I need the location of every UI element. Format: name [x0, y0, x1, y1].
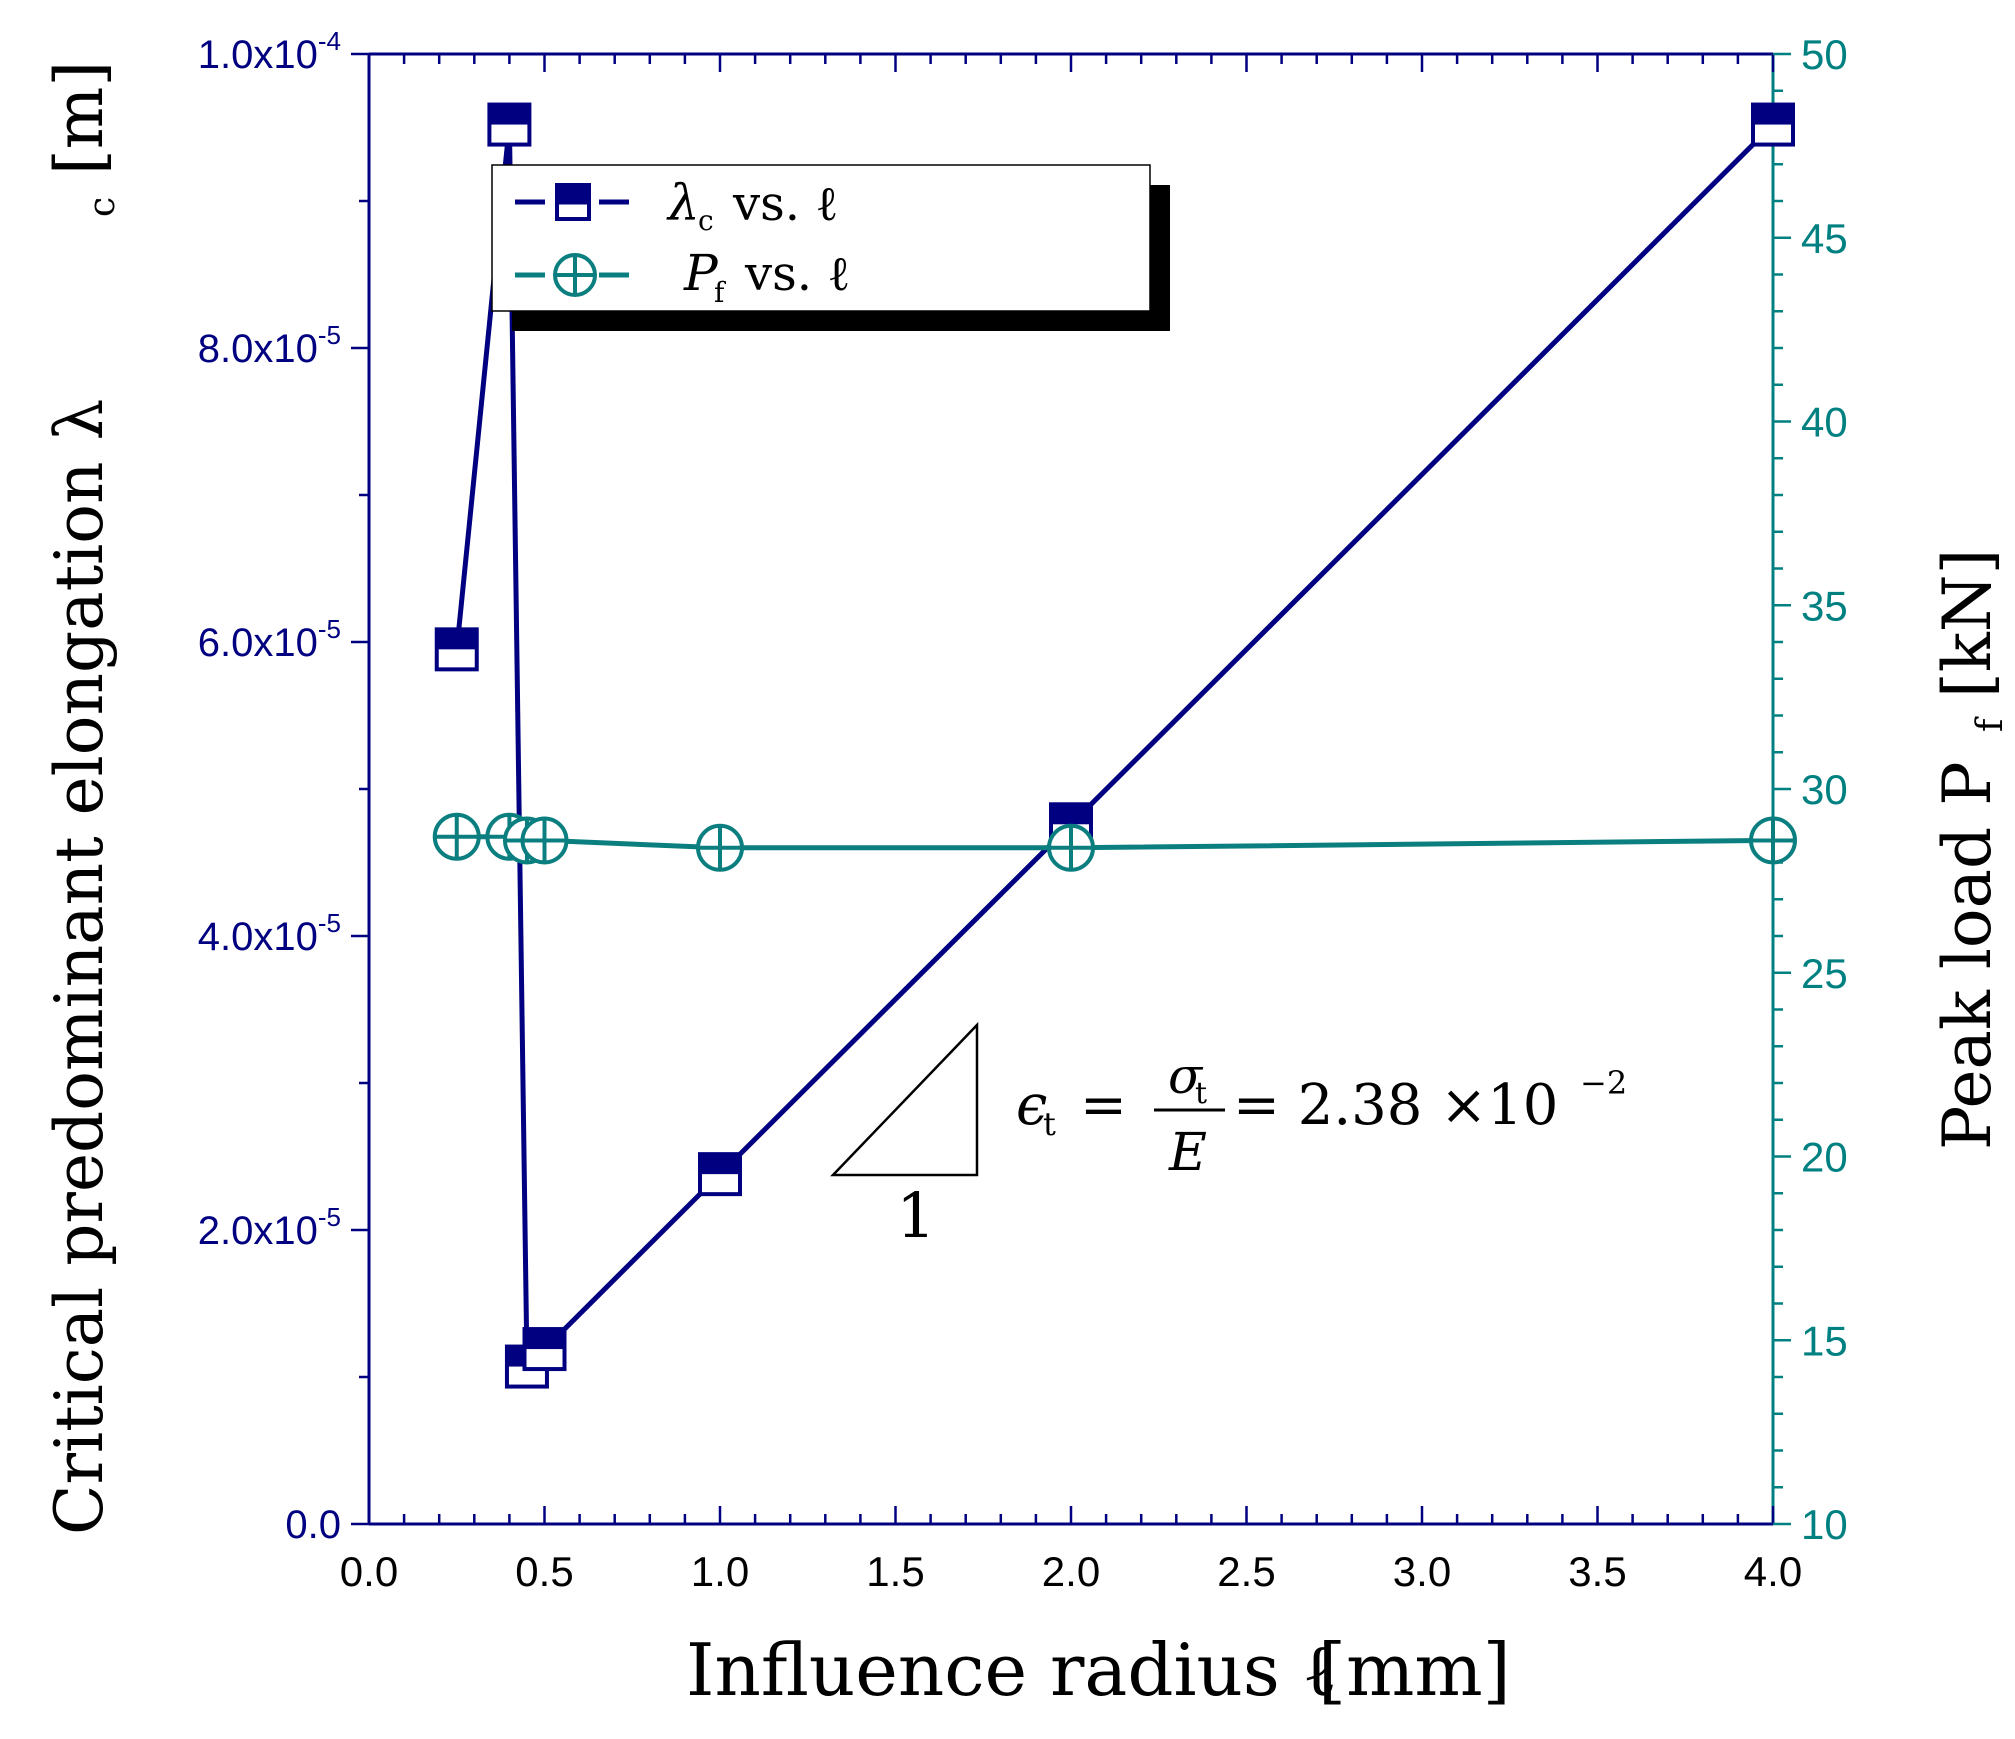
y-right-tick-label: 40 — [1801, 399, 1848, 446]
axis-ticks: 0.0 0.5 1.0 1.5 2.0 2.5 3.0 3.5 4.0 0.0 2.0x10-5 4.… — [198, 26, 1848, 1595]
x-tick-label: 0.0 — [340, 1548, 398, 1595]
lambda-marker-fill — [1051, 804, 1091, 825]
legend-text-pf: vs. ℓ — [744, 246, 850, 302]
y-right-tick-label: 45 — [1801, 215, 1848, 262]
lambda-marker-fill — [700, 1154, 740, 1175]
y-left-tick-label: 2.0x10-5 — [198, 1202, 341, 1253]
x-axis-title-unit: [mm] — [1318, 1628, 1511, 1712]
lambda-marker-outline — [434, 627, 479, 672]
legend-symbol-lambda: λ — [666, 174, 700, 232]
right-axis-title-unit: [kN] — [1929, 549, 2006, 698]
pf-marker — [520, 816, 569, 865]
legend-sub-pf: f — [714, 276, 727, 309]
left-axis-title-sub: c — [82, 197, 123, 217]
lambda-marker-outline — [1751, 102, 1795, 147]
lambda-marker-fill — [436, 629, 477, 650]
lambda-marker-outline — [487, 102, 532, 147]
right-axis-title-sub: f — [1970, 716, 2011, 732]
equation-numerator-sub: t — [1195, 1076, 1207, 1111]
equation-numerator: σ — [1168, 1047, 1204, 1105]
pf-series-line — [456, 834, 1774, 851]
x-axis-title: Influence radius ℓ [mm] — [686, 1628, 1511, 1712]
lambda-marker — [487, 102, 532, 147]
x-tick-label: 2.5 — [1217, 1548, 1275, 1595]
y-right-tick-label: 50 — [1801, 31, 1848, 78]
legend-marker-pf — [553, 253, 597, 297]
x-tick-label: 3.0 — [1393, 1548, 1451, 1595]
strain-equation: ϵ t = σ t E = 2.38 ×10 −2 — [1016, 1047, 1627, 1183]
y-right-tick-label: 15 — [1801, 1317, 1848, 1364]
legend-text-lambda: vs. ℓ — [732, 176, 838, 232]
left-axis-title-main: Critical predominant elongation λ — [41, 399, 118, 1535]
series-markers — [432, 102, 1797, 1389]
equation-denominator: E — [1168, 1123, 1207, 1183]
pf-marker — [696, 823, 744, 872]
x-tick-label: 2.0 — [1042, 1548, 1100, 1595]
legend: λ c vs. ℓ P f vs. ℓ — [491, 164, 1170, 331]
slope-annotation: 1 ϵ t = σ t E = 2.38 ×10 −2 — [830, 1021, 1627, 1252]
pf-marker — [432, 812, 481, 861]
slope-triangle — [830, 1021, 979, 1177]
equation-rhs: = 2.38 ×10 — [1233, 1073, 1558, 1138]
lambda-marker — [434, 627, 479, 672]
legend-entry-lambda: λ c vs. ℓ — [515, 174, 838, 237]
right-axis-title: Peak load P f [kN] — [1929, 549, 2011, 1150]
y-left-tick-label: 1.0x10-4 — [198, 26, 341, 77]
lambda-marker — [522, 1327, 567, 1372]
x-tick-label: 0.5 — [515, 1548, 573, 1595]
y-right-tick-label: 20 — [1801, 1134, 1848, 1181]
x-tick-label: 1.5 — [866, 1548, 924, 1595]
x-axis-title-main: Influence radius ℓ — [686, 1628, 1337, 1712]
y-left-tick-label: 0.0 — [285, 1503, 341, 1547]
pf-marker — [1749, 816, 1797, 865]
slope-run-label: 1 — [896, 1179, 935, 1252]
legend-marker-lambda — [555, 183, 591, 221]
pf-marker — [1047, 823, 1095, 872]
x-tick-label: 4.0 — [1744, 1548, 1802, 1595]
y-left-tick-label: 6.0x10-5 — [198, 614, 341, 665]
x-tick-label: 3.5 — [1568, 1548, 1626, 1595]
lambda-marker — [698, 1152, 742, 1197]
lambda-marker-fill — [524, 1329, 565, 1350]
equation-lhs-sub: t — [1043, 1105, 1056, 1143]
x-tick-label: 1.0 — [691, 1548, 749, 1595]
lambda-marker — [1751, 102, 1795, 147]
y-left-tick-label: 8.0x10-5 — [198, 320, 341, 371]
legend-entry-pf: P f vs. ℓ — [515, 244, 850, 309]
y-right-tick-label: 10 — [1801, 1501, 1848, 1548]
legend-symbol-pf: P — [683, 244, 719, 302]
legend-sub-lambda: c — [698, 204, 714, 237]
y-left-tick-label: 4.0x10-5 — [198, 908, 341, 959]
y-right-tick-label: 30 — [1801, 766, 1848, 813]
lambda-marker-outline — [522, 1327, 567, 1372]
equation-lhs: ϵ — [1016, 1073, 1047, 1138]
right-axis-title-main: Peak load P — [1929, 761, 2006, 1150]
left-axis-title-unit: [m] — [41, 61, 118, 175]
y-right-tick-label: 25 — [1801, 950, 1848, 997]
equation-rhs-exp: −2 — [1580, 1064, 1627, 1102]
lambda-marker-fill — [1753, 104, 1793, 125]
legend-box — [491, 164, 1151, 312]
lambda-marker-fill — [489, 104, 530, 125]
left-axis-title: Critical predominant elongation λ c [m] — [41, 61, 123, 1535]
equation-equals: = — [1080, 1073, 1127, 1138]
axis-titles: Influence radius ℓ [mm] Critical predomi… — [41, 61, 2011, 1712]
y-right-tick-label: 35 — [1801, 582, 1848, 629]
lambda-marker-outline — [698, 1152, 742, 1197]
